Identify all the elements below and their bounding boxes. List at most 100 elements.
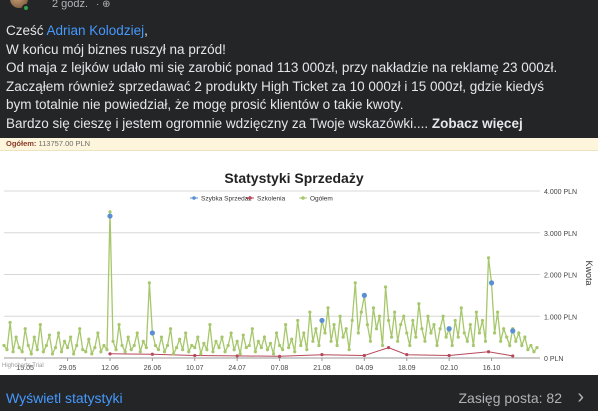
data-point-ogolem [529,343,533,348]
data-point-szkolenia [386,345,391,350]
data-point-ogolem [517,331,521,335]
data-point-szybka [510,328,516,334]
data-point-ogolem [317,343,321,348]
data-point-ogolem [171,352,176,356]
data-point-ogolem [380,343,385,348]
data-point-ogolem [429,331,433,335]
data-point-ogolem [438,327,442,331]
data-point-ogolem [208,323,212,327]
data-point-szkolenia [277,354,282,358]
data-point-szybka [446,326,452,332]
data-point-ogolem [314,327,318,331]
data-point-ogolem [120,343,124,348]
data-point-ogolem [462,331,466,335]
post-time[interactable]: 2 godz. [52,0,89,10]
data-point-ogolem [290,337,294,341]
data-point-ogolem [244,345,248,350]
data-point-ogolem [253,350,257,354]
data-point-ogolem [117,323,121,327]
chart-card[interactable]: Ogółem: 113757.00 PLN 0 PLN 1.000 PLN 2.00… [0,138,598,375]
data-point-ogolem [535,345,539,350]
x-tick-label: 26.06 [144,365,162,372]
data-point-ogolem [356,331,360,335]
data-point-ogolem [505,335,509,339]
x-tick-label: 12.06 [101,365,119,372]
data-point-ogolem [514,339,518,343]
data-point-ogolem [453,318,457,323]
data-point-ogolem [302,331,306,335]
data-point-ogolem [81,348,85,352]
greeting: Cześć [6,23,47,38]
data-point-ogolem [144,345,148,350]
post-line: W końcu mój biznes ruszył na przód! [6,41,226,57]
data-point-ogolem [268,341,273,345]
data-point-ogolem [32,335,36,339]
data-point-ogolem [229,331,233,335]
data-point-ogolem [41,350,45,354]
data-point-szybka [107,213,113,219]
data-point-ogolem [486,256,491,260]
view-stats-link[interactable]: Wyświetl statystyki [6,390,123,406]
data-point-ogolem [296,318,300,323]
data-point-ogolem [17,345,21,350]
mention-link[interactable]: Adrian Kolodziej [46,23,145,38]
data-point-ogolem [114,348,118,352]
data-point-ogolem [220,335,224,339]
post-greeting-line: Cześć Adrian Kolodziej, [6,22,592,41]
data-point-ogolem [377,314,382,318]
data-point-ogolem [496,310,500,314]
data-point-ogolem [159,335,164,339]
data-point-ogolem [347,348,351,352]
legend-swatch-dot [192,196,196,200]
data-point-ogolem [441,314,445,318]
data-point-ogolem [402,314,406,318]
data-point-ogolem [87,337,91,341]
data-point-ogolem [50,352,55,356]
data-point-ogolem [165,343,170,348]
data-point-ogolem [435,343,439,348]
legend-swatch-dot [301,196,305,200]
data-point-ogolem [371,306,376,310]
data-point-ogolem [108,210,112,214]
data-point-ogolem [56,331,61,335]
data-point-ogolem [223,350,227,354]
data-point-ogolem [492,331,497,335]
data-point-ogolem [420,327,424,331]
data-point-ogolem [450,343,454,348]
post-footer: Wyświetl statystyki Zasięg posta: 82 › [0,375,598,411]
data-point-ogolem [396,339,400,343]
data-point-szkolenia [108,352,112,356]
data-point-ogolem [102,343,106,348]
chart-total-label: Ogółem: [6,139,37,148]
data-point-ogolem [465,339,469,343]
x-tick-label: 18.09 [398,365,416,372]
x-tick-label: 04.09 [356,365,374,372]
data-point-ogolem [426,314,430,318]
data-point-ogolem [93,345,97,350]
data-point-ogolem [386,318,391,323]
chart-total-value: 113757.00 PLN [38,139,91,148]
data-point-ogolem [262,335,267,339]
data-point-ogolem [26,343,30,348]
data-point-ogolem [359,310,363,314]
data-point-ogolem [344,327,348,331]
post-line: Zacząłem również sprzedawać 2 produkty H… [6,78,545,94]
data-point-ogolem [338,314,342,318]
data-point-ogolem [214,339,218,343]
data-point-ogolem [456,335,460,339]
data-point-ogolem [153,343,158,348]
post-line: Bardzo się cieszę i jestem ogromnie wdzi… [6,115,432,131]
sales-chart: 0 PLN 1.000 PLN 2.000 PLN 3.000 PLN 4.000 PL… [2,170,594,372]
post-text: Cześć Adrian Kolodziej, W końcu mój bizn… [6,22,592,134]
chevron-right-icon[interactable]: › [577,386,584,408]
x-tick-label: 29.05 [59,365,77,372]
data-point-ogolem [38,323,42,327]
data-point-ogolem [193,345,197,350]
chart-total-bar: Ogółem: 113757.00 PLN [0,138,598,151]
data-point-ogolem [53,345,58,350]
data-point-ogolem [502,327,506,331]
see-more-link[interactable]: Zobacz więcej [431,115,523,131]
x-tick-label: 16.10 [483,365,501,372]
data-point-ogolem [353,281,357,285]
data-point-ogolem [205,348,209,352]
